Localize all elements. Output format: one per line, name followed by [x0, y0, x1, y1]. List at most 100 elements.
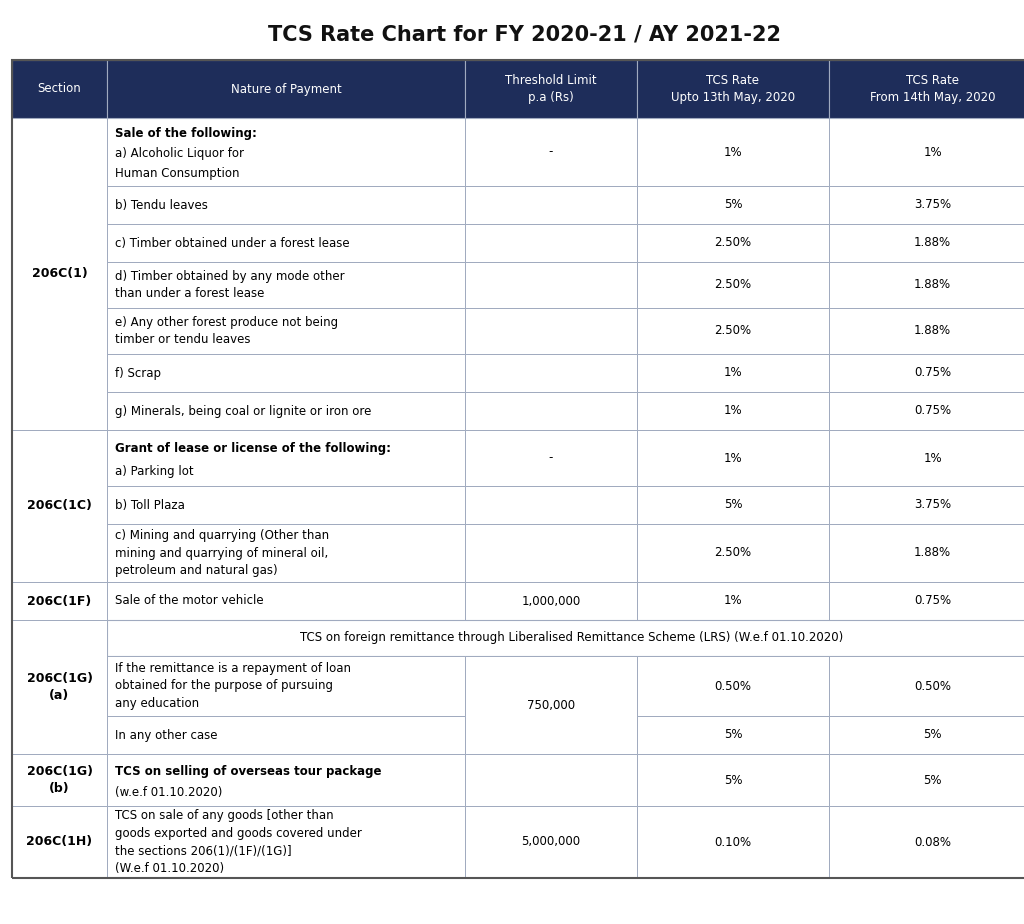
- Text: 0.75%: 0.75%: [914, 405, 951, 418]
- Bar: [12, 582, 106, 620]
- Text: 5,000,000: 5,000,000: [521, 835, 581, 848]
- Bar: [465, 224, 637, 262]
- Bar: [829, 392, 1024, 430]
- Bar: [637, 716, 829, 754]
- Bar: [106, 430, 465, 486]
- Bar: [465, 430, 637, 486]
- Bar: [106, 308, 465, 354]
- Bar: [637, 806, 829, 878]
- Text: 1%: 1%: [724, 594, 742, 607]
- Bar: [106, 716, 465, 754]
- Text: 206C(1G)
(b): 206C(1G) (b): [27, 765, 92, 796]
- Bar: [106, 60, 465, 118]
- Text: TCS on foreign remittance through Liberalised Remittance Scheme (LRS) (W.e.f 01.: TCS on foreign remittance through Libera…: [300, 631, 843, 645]
- Bar: [106, 224, 465, 262]
- Text: -: -: [549, 452, 553, 465]
- Bar: [465, 486, 637, 524]
- Bar: [637, 118, 829, 186]
- Text: b) Tendu leaves: b) Tendu leaves: [115, 199, 208, 212]
- Bar: [637, 524, 829, 582]
- Text: 1%: 1%: [724, 405, 742, 418]
- Text: f) Scrap: f) Scrap: [115, 367, 161, 380]
- Text: g) Minerals, being coal or lignite or iron ore: g) Minerals, being coal or lignite or ir…: [115, 405, 372, 418]
- Text: 1.88%: 1.88%: [914, 324, 951, 337]
- Bar: [106, 620, 1024, 656]
- Bar: [465, 262, 637, 308]
- Bar: [106, 486, 465, 524]
- Bar: [637, 486, 829, 524]
- Bar: [829, 582, 1024, 620]
- Bar: [465, 392, 637, 430]
- Bar: [829, 186, 1024, 224]
- Text: Sale of the motor vehicle: Sale of the motor vehicle: [115, 594, 263, 607]
- Text: 1%: 1%: [924, 452, 942, 465]
- Text: 5%: 5%: [924, 773, 942, 786]
- Bar: [12, 430, 106, 582]
- Bar: [106, 392, 465, 430]
- Text: c) Timber obtained under a forest lease: c) Timber obtained under a forest lease: [115, 237, 349, 249]
- Bar: [12, 754, 106, 806]
- Bar: [829, 656, 1024, 716]
- Text: Human Consumption: Human Consumption: [115, 167, 240, 180]
- Bar: [465, 806, 637, 878]
- Text: 750,000: 750,000: [527, 699, 575, 711]
- Text: 0.10%: 0.10%: [715, 835, 752, 848]
- Text: 206C(1G)
(a): 206C(1G) (a): [27, 672, 92, 702]
- Text: 206C(1): 206C(1): [32, 268, 87, 281]
- Bar: [829, 224, 1024, 262]
- Bar: [829, 60, 1024, 118]
- Bar: [465, 60, 637, 118]
- Text: (w.e.f 01.10.2020): (w.e.f 01.10.2020): [115, 786, 222, 799]
- Text: 1%: 1%: [924, 145, 942, 159]
- Text: Nature of Payment: Nature of Payment: [230, 82, 341, 95]
- Text: Threshold Limit
p.a (Rs): Threshold Limit p.a (Rs): [505, 74, 597, 104]
- Bar: [106, 754, 465, 806]
- Text: 3.75%: 3.75%: [914, 199, 951, 212]
- Bar: [465, 524, 637, 582]
- Bar: [106, 354, 465, 392]
- Bar: [12, 60, 1024, 878]
- Bar: [637, 656, 829, 716]
- Bar: [829, 262, 1024, 308]
- Text: 206C(1C): 206C(1C): [27, 500, 92, 513]
- Bar: [12, 620, 106, 754]
- Bar: [637, 430, 829, 486]
- Text: 1%: 1%: [724, 145, 742, 159]
- Text: 0.75%: 0.75%: [914, 594, 951, 607]
- Text: 1.88%: 1.88%: [914, 278, 951, 291]
- Text: 1%: 1%: [724, 367, 742, 380]
- Bar: [829, 354, 1024, 392]
- Bar: [829, 430, 1024, 486]
- Bar: [465, 582, 637, 620]
- Bar: [106, 118, 465, 186]
- Text: 2.50%: 2.50%: [715, 546, 752, 560]
- Text: a) Parking lot: a) Parking lot: [115, 465, 194, 478]
- Text: If the remittance is a repayment of loan
obtained for the purpose of pursuing
an: If the remittance is a repayment of loan…: [115, 662, 351, 710]
- Text: 1,000,000: 1,000,000: [521, 594, 581, 607]
- Text: 206C(1H): 206C(1H): [27, 835, 92, 848]
- Bar: [106, 262, 465, 308]
- Bar: [637, 392, 829, 430]
- Bar: [637, 186, 829, 224]
- Bar: [829, 486, 1024, 524]
- Bar: [106, 656, 465, 716]
- Text: TCS on sale of any goods [other than
goods exported and goods covered under
the : TCS on sale of any goods [other than goo…: [115, 809, 361, 875]
- Text: 2.50%: 2.50%: [715, 324, 752, 337]
- Text: d) Timber obtained by any mode other
than under a forest lease: d) Timber obtained by any mode other tha…: [115, 270, 345, 300]
- Text: 2.50%: 2.50%: [715, 237, 752, 249]
- Text: TCS Rate
From 14th May, 2020: TCS Rate From 14th May, 2020: [869, 74, 995, 104]
- Bar: [829, 806, 1024, 878]
- Bar: [12, 806, 106, 878]
- Bar: [106, 582, 465, 620]
- Bar: [637, 224, 829, 262]
- Bar: [637, 60, 829, 118]
- Bar: [637, 582, 829, 620]
- Text: 1%: 1%: [724, 452, 742, 465]
- Text: 5%: 5%: [924, 728, 942, 741]
- Text: TCS Rate Chart for FY 2020-21 / AY 2021-22: TCS Rate Chart for FY 2020-21 / AY 2021-…: [267, 24, 780, 44]
- Bar: [465, 656, 637, 754]
- Text: 5%: 5%: [724, 728, 742, 741]
- Bar: [106, 186, 465, 224]
- Text: 206C(1F): 206C(1F): [28, 594, 91, 607]
- Bar: [465, 754, 637, 806]
